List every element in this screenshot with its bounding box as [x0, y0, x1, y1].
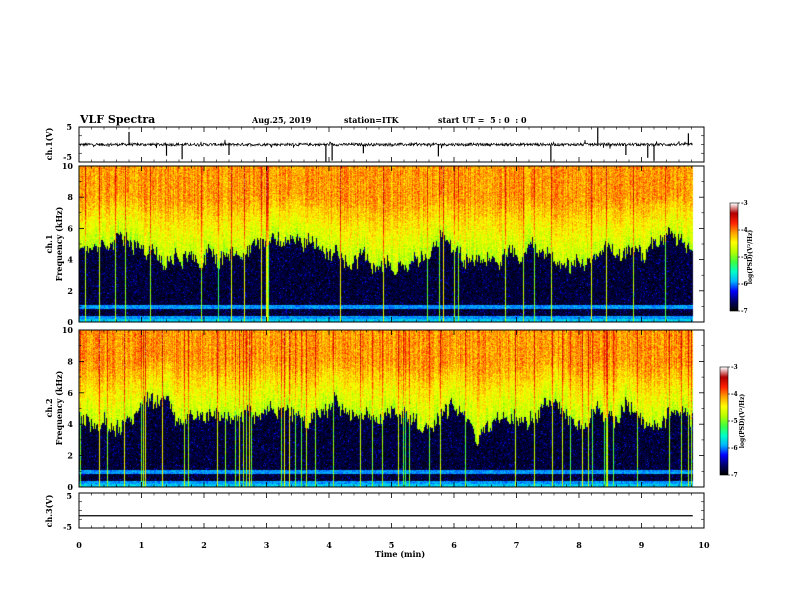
- ch3-ytick-top: 5: [66, 491, 72, 501]
- ch1-ytick-top: 5: [66, 122, 72, 132]
- freq-tick-label: 2: [67, 286, 73, 296]
- colorbar-tick-label: -7: [731, 472, 738, 479]
- ch1-frequency-axis: 0 2 4 6 8 10: [62, 161, 704, 327]
- x-tick-label: 1: [139, 540, 145, 550]
- freq-tick-label: 10: [62, 161, 74, 171]
- x-tick-label: 7: [514, 540, 520, 550]
- ch2-colorbar-label: log(PSD)(V²/Hz): [739, 394, 746, 449]
- ch3-waveform-ylabel: ch.3(V): [44, 494, 54, 527]
- freq-tick-label: 6: [67, 388, 73, 398]
- ch2-spectrogram-image: [79, 330, 704, 487]
- ch1-colorbar: -3 -4 -5 -6 -7 log(PSD)(V²/Hz): [729, 200, 754, 315]
- ch1-ytick-bottom: -5: [63, 152, 72, 162]
- x-tick-label: 5: [389, 540, 395, 550]
- colorbar-tick-label: -6: [741, 281, 748, 288]
- ch1-colorbar-label: log(PSD)(V²/Hz): [747, 230, 754, 285]
- date-label: Aug.25, 2019: [251, 115, 312, 125]
- colorbar-tick-label: -6: [731, 445, 738, 452]
- colorbar-tick-label: -4: [731, 391, 738, 398]
- freq-tick-label: 2: [67, 451, 73, 461]
- station-label: station=ITK: [344, 115, 400, 125]
- ch2-frequency-axis: 0 2 4 6 8 10: [62, 325, 704, 492]
- freq-tick-label: 4: [67, 419, 73, 429]
- ch2-spectrogram-panel: 0 2 4 6 8 10 ch.2Frequency (kHz) -3 -4 -5 -6 -7 l…: [44, 325, 746, 492]
- ch3-waveform-frame: [78, 492, 705, 529]
- ch1-spectrogram-image: [79, 166, 704, 322]
- ch3-waveform-panel: ch.3(V) 5 -5: [44, 491, 705, 532]
- colorbar-tick-label: -3: [731, 364, 738, 371]
- x-tick-label: 0: [76, 540, 82, 550]
- colorbar-tick-label: -7: [741, 308, 748, 315]
- time-axis-label: Time (min): [375, 549, 425, 559]
- freq-tick-label: 6: [67, 223, 73, 233]
- x-tick-label: 8: [576, 540, 582, 550]
- freq-tick-label: 0: [67, 482, 73, 492]
- time-axis: 0 1 2 3 4 5 6 7 8 9 10: [76, 126, 710, 550]
- ch2-spectrogram-ylabel: ch.2Frequency (kHz): [44, 370, 64, 445]
- ch2-colorbar-gradient: [720, 367, 728, 475]
- colorbar-tick-label: -5: [741, 254, 748, 261]
- freq-tick-label: 4: [67, 255, 73, 265]
- x-tick-label: 3: [264, 540, 270, 550]
- x-tick-label: 4: [326, 540, 332, 550]
- ch2-colorbar: -3 -4 -5 -6 -7 log(PSD)(V²/Hz): [719, 364, 746, 479]
- figure-title: VLF Spectra: [79, 113, 155, 126]
- colorbar-tick-label: -5: [731, 418, 738, 425]
- colorbar-tick-label: -3: [741, 200, 748, 207]
- ch1-waveform-line: [78, 139, 693, 149]
- freq-tick-label: 0: [67, 317, 73, 327]
- x-tick-label: 6: [451, 540, 457, 550]
- x-tick-label: 10: [698, 540, 710, 550]
- start-time-label: start UT = 5 : 0 : 0: [438, 115, 527, 125]
- ch1-waveform-panel: ch.1(V) 5 -5: [44, 122, 705, 163]
- x-tick-label: 2: [201, 540, 207, 550]
- ch1-spectrogram-panel: 0 2 4 6 8 10 ch.1Frequency (kHz) -3 -4 -5 -6 -7 l…: [44, 161, 754, 327]
- x-tick-label: 9: [639, 540, 645, 550]
- ch3-ytick-bottom: -5: [63, 522, 72, 532]
- colorbar-tick-label: -4: [741, 227, 748, 234]
- freq-tick-label: 8: [67, 356, 73, 366]
- ch1-colorbar-gradient: [730, 203, 738, 311]
- freq-tick-label: 8: [67, 192, 73, 202]
- ch1-waveform-ylabel: ch.1(V): [44, 127, 54, 160]
- ch1-spectrogram-ylabel: ch.1Frequency (kHz): [44, 206, 64, 281]
- freq-tick-label: 10: [62, 325, 74, 335]
- ch1-waveform-trace: [78, 127, 693, 162]
